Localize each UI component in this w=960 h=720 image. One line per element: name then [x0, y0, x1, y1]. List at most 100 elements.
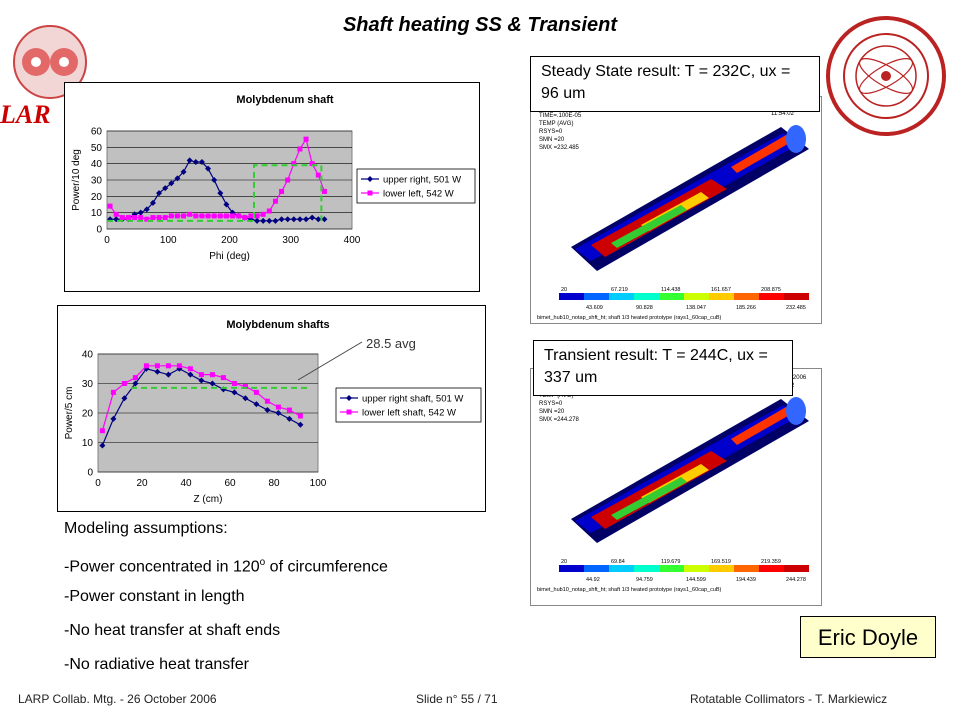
scale-value: 69.84 [611, 559, 625, 565]
data-point [297, 413, 303, 419]
x-axis-label: Phi (deg) [209, 251, 250, 262]
y-axis-label: Power/5 cm [64, 387, 75, 440]
y-tick-label: 40 [91, 159, 103, 170]
legend-marker [367, 176, 373, 182]
x-tick-label: 40 [180, 478, 192, 489]
legend-marker [367, 190, 373, 196]
data-point [187, 371, 194, 378]
steady-state-callout: Steady State result: T = 232C, ux = 96 u… [530, 56, 820, 112]
legend-marker [346, 409, 352, 415]
scale-value: 43.609 [586, 305, 603, 311]
y-tick-label: 10 [91, 208, 103, 219]
sim-caption: bimet_hub10_notap_shft_ht; shaft 1/3 hea… [537, 587, 722, 593]
data-point [266, 208, 272, 214]
sim-info-text: SMN =20 [539, 137, 565, 143]
legend-label: upper right shaft, 501 W [362, 394, 463, 405]
data-point [223, 201, 230, 208]
slide-title: Shaft heating SS & Transient [342, 14, 618, 36]
x-tick-label: 300 [282, 235, 299, 246]
data-point [217, 190, 224, 197]
footer-slide-number: Slide n° 55 / 71 [416, 692, 498, 706]
data-point [113, 211, 119, 217]
shaft-end-cap [786, 397, 806, 425]
data-point [174, 213, 180, 219]
data-point [198, 377, 205, 384]
y-tick-label: 30 [82, 379, 94, 390]
data-point [156, 215, 162, 221]
data-point [205, 213, 211, 219]
scale-value: 20 [561, 559, 567, 565]
chart-phi: Molybdenum shaft 0 10 20 30 40 50 60 0 100 200 300 4… [64, 82, 480, 292]
data-point [99, 428, 105, 434]
shaft-end-hot [731, 407, 793, 445]
chart-phi-svg: Molybdenum shaft 0 10 20 30 40 50 60 0 100 200 300 4… [71, 94, 476, 262]
data-point [162, 215, 168, 221]
data-point [321, 188, 327, 194]
data-point [110, 415, 117, 422]
y-tick-label: 10 [82, 438, 94, 449]
data-point [174, 175, 181, 182]
data-point [315, 172, 321, 178]
data-point [211, 213, 217, 219]
data-point [154, 368, 161, 375]
y-tick-label: 30 [91, 176, 103, 187]
legend-label: lower left shaft, 542 W [362, 408, 456, 419]
note-power-length: -Power constant in length [64, 588, 245, 605]
legend-box [356, 168, 476, 204]
x-tick-label: 100 [160, 235, 177, 246]
data-point [321, 216, 328, 223]
data-point [187, 211, 193, 217]
data-point [286, 415, 293, 422]
larp-logo: LAR [0, 16, 100, 129]
data-point [303, 216, 310, 223]
shaft-mid-zone [611, 477, 687, 520]
scale-value: 194.439 [736, 577, 756, 583]
data-point [168, 213, 174, 219]
sim-caption: bimet_hub10_notap_shft_ht; shaft 1/3 hea… [537, 315, 722, 321]
sim-info-text: TEMP (AVG) [539, 393, 573, 399]
x-tick-label: 200 [221, 235, 238, 246]
data-point [211, 177, 218, 183]
data-point [168, 180, 175, 187]
x-axis-label: Z (cm) [194, 494, 223, 505]
data-point [279, 188, 285, 194]
sim-info-text: SMN =20 [539, 409, 565, 415]
legend-label: lower left, 542 W [383, 189, 454, 200]
x-tick-label: 60 [224, 478, 236, 489]
data-point [296, 216, 303, 223]
color-scale-swatch [759, 293, 784, 300]
y-tick-label: 20 [82, 409, 94, 420]
shaft-end-hot [731, 135, 793, 173]
data-point [99, 442, 106, 449]
sim-info-text: TIME=.100E-05 [539, 113, 582, 119]
data-point [291, 161, 297, 167]
scale-value: 44.92 [586, 577, 600, 583]
data-point [297, 421, 304, 428]
data-point [143, 206, 150, 213]
color-scale-swatch [584, 565, 609, 572]
chart-title: Molybdenum shaft [236, 94, 334, 106]
y-tick-label: 0 [96, 225, 102, 236]
sim-info-text: RSYS=0 [539, 129, 563, 135]
larp-logo-text: LAR [0, 100, 51, 129]
y-tick-label: 50 [91, 143, 103, 154]
data-point [110, 389, 116, 395]
data-point [198, 372, 204, 378]
data-point [193, 213, 199, 219]
data-point [272, 198, 278, 204]
x-tick-label: 400 [344, 235, 361, 246]
scale-value: 90.828 [636, 305, 653, 311]
color-scale-swatch [709, 565, 734, 572]
data-point [253, 401, 260, 408]
data-point [132, 375, 138, 381]
data-point [264, 398, 270, 404]
reference-line [107, 164, 323, 222]
scale-value: 185.266 [736, 305, 756, 311]
sim-info-text: RSYS=0 [539, 401, 563, 407]
data-point [223, 213, 229, 219]
color-scale-swatch [659, 293, 684, 300]
chart-z: Molybdenum shafts 0 10 20 30 40 0 20 40 60 80 100 Z … [57, 305, 486, 512]
data-point [309, 161, 315, 167]
data-point [121, 395, 128, 402]
